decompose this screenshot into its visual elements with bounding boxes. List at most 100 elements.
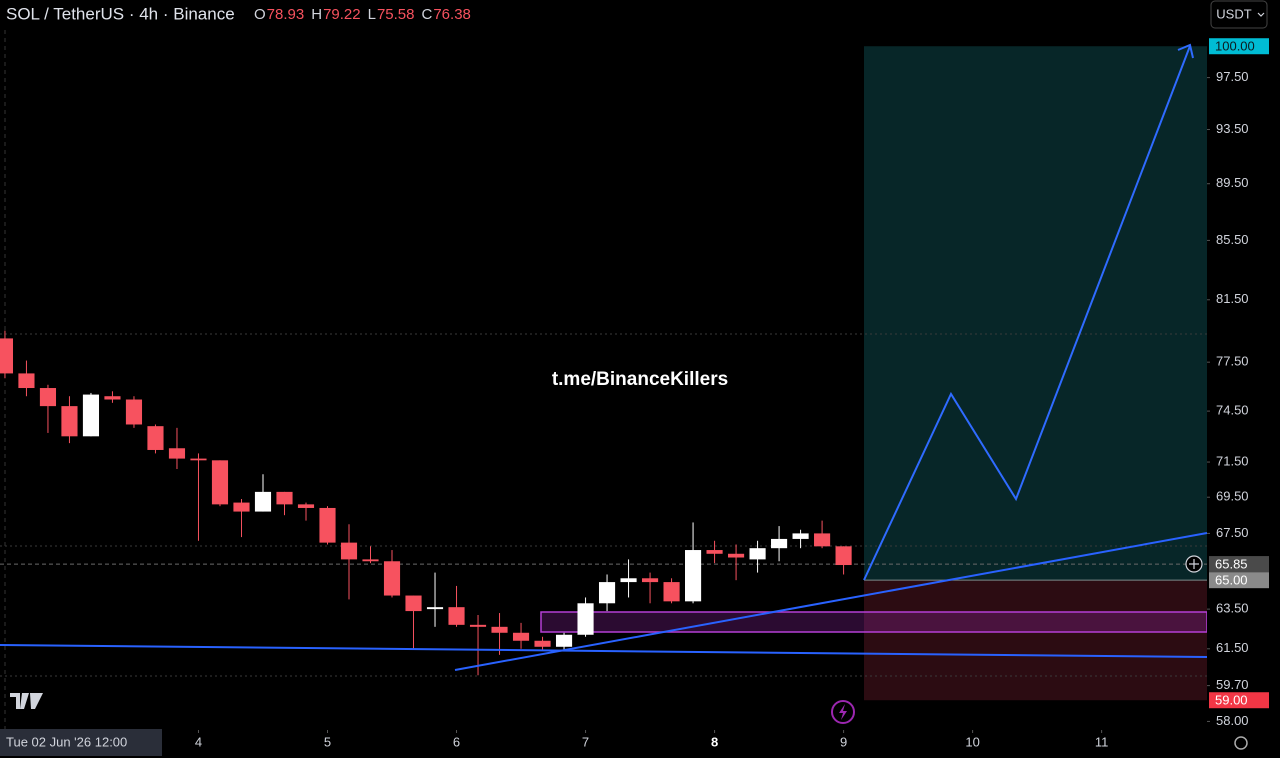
y-tick-label: 61.50 xyxy=(1216,640,1249,655)
candle-body xyxy=(577,603,594,635)
projection-arrow xyxy=(863,45,1191,581)
candle-body xyxy=(598,582,616,604)
ohlc-header: O 78.93 H 79.22 L 75.58 C 76.38 xyxy=(254,6,471,23)
x-tick-label: 7 xyxy=(582,734,589,749)
candles xyxy=(0,330,852,676)
time-axis: 4 5 6 7 8 9 10 11 xyxy=(195,730,1109,749)
candle-body xyxy=(383,561,401,596)
dropdown-icon xyxy=(1257,12,1265,17)
time-axis-bg xyxy=(0,730,1280,758)
price-label-box xyxy=(1209,38,1269,55)
arrow-head xyxy=(1177,43,1194,59)
price-label: 65.85 xyxy=(1215,557,1248,572)
watermark: t.me/BinanceKillers xyxy=(552,369,728,390)
price-label-box xyxy=(1209,572,1269,589)
candle-body xyxy=(555,634,573,647)
y-tick-label: 85.50 xyxy=(1216,232,1249,247)
settings-icon[interactable] xyxy=(1234,736,1248,750)
price-label-box xyxy=(1209,692,1269,709)
ohlc-key: O xyxy=(254,6,266,23)
y-tick-label: 69.50 xyxy=(1216,489,1249,504)
y-tick-label: 74.50 xyxy=(1216,403,1249,418)
candle-body xyxy=(233,502,250,512)
price-label: 65.00 xyxy=(1215,573,1248,588)
candle-body xyxy=(276,491,293,505)
x-tick-label: 5 xyxy=(324,734,331,749)
candle-body xyxy=(39,388,57,407)
candle-body xyxy=(749,548,766,560)
price-label: 100.00 xyxy=(1215,39,1255,54)
tv-logo xyxy=(10,693,43,709)
candle-body xyxy=(706,550,723,554)
lightning-bolt xyxy=(839,704,847,720)
candle-body xyxy=(405,595,422,612)
y-tick-label: 81.50 xyxy=(1216,291,1249,306)
ohlc-key: C xyxy=(422,6,433,23)
price-label-box xyxy=(1209,556,1269,573)
ohlc-key: L xyxy=(368,6,376,23)
currency-label: USDT xyxy=(1216,6,1251,21)
y-tick-label: 71.50 xyxy=(1216,453,1249,468)
candle-body xyxy=(491,626,508,633)
candle-body xyxy=(469,624,487,627)
candle-body xyxy=(620,578,637,583)
y-tick-label: 89.50 xyxy=(1216,175,1249,190)
crosshair-time-box xyxy=(0,729,162,756)
candle-body xyxy=(362,559,379,562)
candle-body xyxy=(641,578,659,583)
ohlc-key: H xyxy=(311,6,322,23)
candle-body xyxy=(814,533,831,547)
y-tick-label: 77.50 xyxy=(1216,354,1249,369)
price-label: 59.00 xyxy=(1215,693,1248,708)
candle-body xyxy=(82,394,100,437)
ohlc-value: 76.38 xyxy=(433,6,471,23)
x-tick-label: 11 xyxy=(1095,734,1109,749)
y-tick-label: 97.50 xyxy=(1216,69,1249,84)
candle-body xyxy=(792,533,809,539)
candle-body xyxy=(534,640,551,647)
candle-body xyxy=(663,582,680,602)
price-axis: 97.50 93.50 89.50 85.50 81.50 77.50 74.50 71.50… xyxy=(1207,30,1280,730)
price-axis-bg xyxy=(1207,30,1280,730)
lightning-icon[interactable] xyxy=(831,700,855,724)
zone-rect xyxy=(540,611,1208,633)
candle-body xyxy=(61,406,78,437)
candle-body xyxy=(18,373,35,389)
candle-body xyxy=(254,491,272,512)
y-tick-label: 59.70 xyxy=(1216,677,1249,692)
candle-body xyxy=(297,504,315,508)
candle-body xyxy=(448,607,465,625)
currency-button[interactable] xyxy=(1210,0,1268,29)
plus-icon xyxy=(1189,559,1199,569)
ohlc-value: 75.58 xyxy=(377,6,415,23)
candle-body xyxy=(512,632,530,641)
candle-body xyxy=(125,399,143,425)
candle-body xyxy=(426,607,444,610)
x-tick-label: 10 xyxy=(965,734,979,749)
trend-line xyxy=(454,532,1208,671)
stop-zone xyxy=(864,580,1207,701)
ohlc-value: 78.93 xyxy=(267,6,305,23)
x-tick-label: 9 xyxy=(840,734,847,749)
ohlc-value: 79.22 xyxy=(323,6,361,23)
x-tick-label: 8 xyxy=(711,734,718,749)
target-zone xyxy=(864,46,1207,581)
candle-body xyxy=(147,426,164,450)
candle-body xyxy=(728,553,745,558)
candle-body xyxy=(319,507,336,543)
candle-body xyxy=(835,546,852,566)
crosshair-time-label: Tue 02 Jun '26 12:00 xyxy=(6,734,127,749)
candle-body xyxy=(190,458,207,461)
candle-body xyxy=(104,396,121,400)
candle-body xyxy=(0,338,14,374)
candle-body xyxy=(771,538,788,549)
y-tick-label: 63.50 xyxy=(1216,601,1249,616)
candle-body xyxy=(340,542,358,560)
x-tick-label: 4 xyxy=(195,734,202,749)
y-tick-label: 58.00 xyxy=(1216,713,1249,728)
x-tick-label: 6 xyxy=(453,734,460,749)
y-tick-label: 93.50 xyxy=(1216,121,1249,136)
candle-body xyxy=(168,448,186,459)
candle-body xyxy=(684,550,702,602)
